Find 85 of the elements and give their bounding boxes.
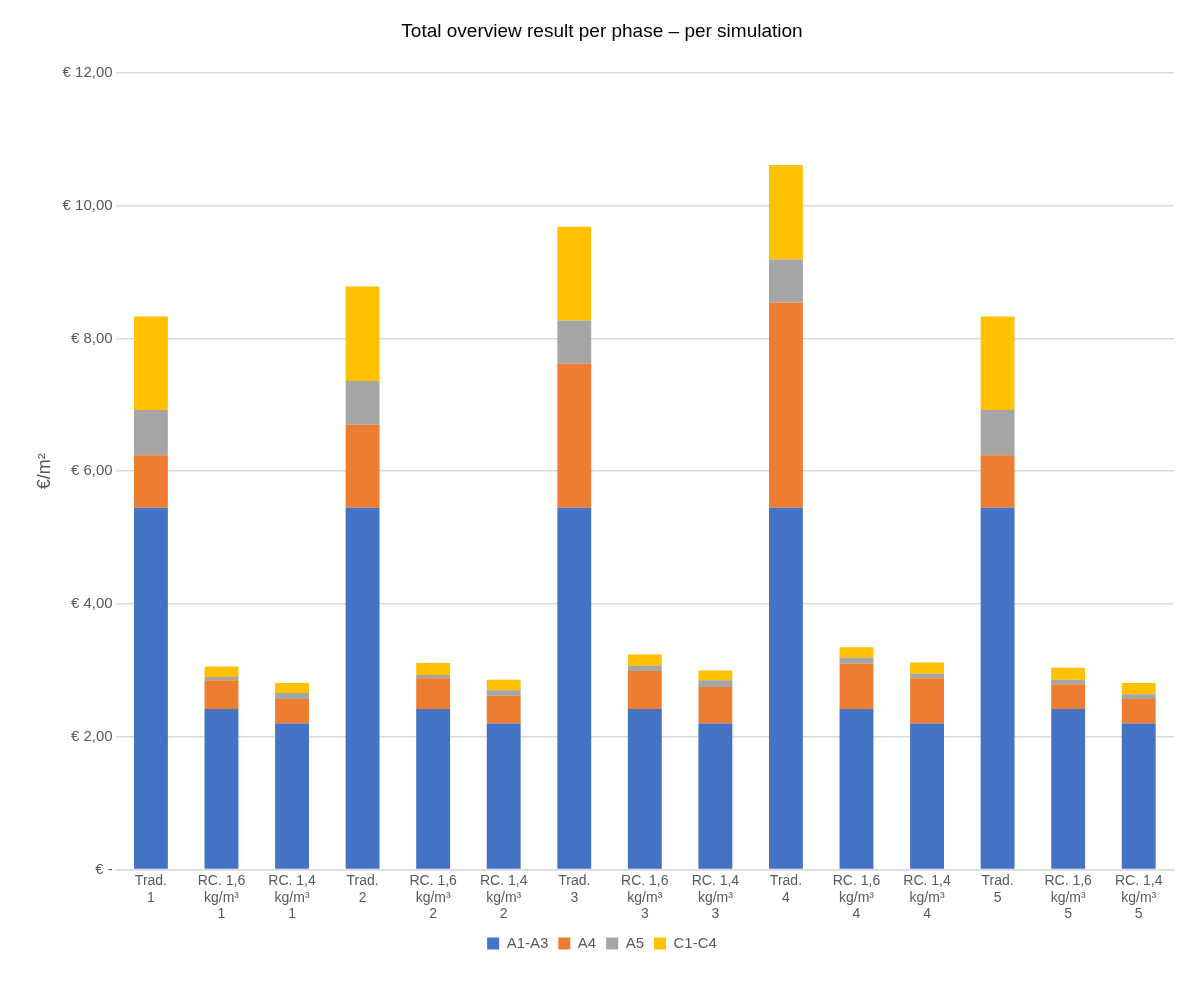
bar <box>133 410 168 456</box>
bar <box>769 259 803 303</box>
bar <box>345 286 380 381</box>
x-tick-label: RC. 1,6 kg/m³ 2 <box>409 871 458 922</box>
bar <box>698 680 733 687</box>
bar <box>1121 723 1156 869</box>
bar <box>980 507 1015 869</box>
bar <box>416 678 451 709</box>
legend-label: C1-C4 <box>673 933 717 951</box>
bar <box>980 455 1015 508</box>
bar <box>1051 684 1086 709</box>
bar <box>839 708 874 869</box>
bar <box>275 692 309 699</box>
bar <box>345 380 380 425</box>
bar <box>910 678 944 724</box>
x-tick-label: RC. 1,6 kg/m³ 1 <box>197 871 246 922</box>
bar <box>769 507 803 869</box>
bar <box>416 663 451 676</box>
x-tick-label: RC. 1,4 kg/m³ 4 <box>903 871 951 922</box>
x-tick-label: RC. 1,4 kg/m³ 2 <box>479 871 528 922</box>
bar <box>204 680 239 709</box>
bar <box>486 679 521 691</box>
bar <box>769 165 803 260</box>
bar <box>627 665 662 672</box>
bar <box>698 670 733 681</box>
x-tick-label: RC. 1,6 kg/m³ 4 <box>832 871 881 922</box>
bar <box>839 647 874 658</box>
x-tick-label: Trad. 2 <box>346 871 379 905</box>
legend-label: A1-A3 <box>506 933 549 951</box>
y-tick-label: € 4,00 <box>70 594 113 612</box>
chart-title: Total overview result per phase – per simulation <box>401 19 803 41</box>
bar <box>910 723 944 869</box>
y-tick-label: € 2,00 <box>70 726 113 744</box>
bar <box>133 507 168 869</box>
bar <box>275 683 309 693</box>
bar <box>980 410 1015 456</box>
bar <box>698 687 733 724</box>
bar <box>133 455 168 508</box>
bar <box>345 424 380 508</box>
bar <box>1121 694 1156 699</box>
legend-label: A5 <box>625 933 645 951</box>
bar <box>1121 683 1156 695</box>
bar <box>1121 698 1156 724</box>
bar <box>910 662 944 674</box>
bar <box>557 363 592 508</box>
x-tick-label: RC. 1,4 kg/m³ 3 <box>691 871 740 922</box>
x-tick-label: RC. 1,6 kg/m³ 3 <box>621 871 669 922</box>
bar <box>557 226 592 321</box>
bar <box>627 671 662 709</box>
bar <box>275 698 309 724</box>
bar <box>486 723 521 869</box>
y-axis-title: €/m² <box>33 453 54 490</box>
bar <box>769 302 803 508</box>
bar <box>133 316 168 411</box>
y-tick-label: € - <box>95 859 113 877</box>
bar <box>839 657 874 664</box>
bar <box>980 316 1015 411</box>
bar <box>839 663 874 709</box>
bar <box>275 723 309 869</box>
y-tick-label: € 8,00 <box>70 328 113 346</box>
bar <box>486 690 521 696</box>
y-tick-label: € 12,00 <box>62 62 113 80</box>
x-tick-label: Trad. 4 <box>769 871 803 905</box>
x-tick-label: Trad. 5 <box>981 871 1014 905</box>
bar <box>204 708 239 869</box>
y-tick-label: € 6,00 <box>70 461 113 479</box>
x-tick-label: Trad. 3 <box>558 871 591 905</box>
x-tick-label: RC. 1,6 kg/m³ 5 <box>1044 871 1093 922</box>
bar <box>627 654 662 666</box>
bar <box>416 708 451 869</box>
y-tick-label: € 10,00 <box>62 195 113 213</box>
x-tick-label: RC. 1,4 kg/m³ 1 <box>268 871 316 922</box>
bar <box>627 708 662 869</box>
bar <box>416 675 451 679</box>
x-tick-label: Trad. 1 <box>134 871 167 905</box>
bar <box>345 507 380 869</box>
bar <box>486 695 521 724</box>
bar <box>1051 667 1086 680</box>
bar <box>557 507 592 869</box>
x-tick-label: RC. 1,4 kg/m³ 5 <box>1114 871 1163 922</box>
bar <box>557 320 592 364</box>
bar <box>1051 708 1086 869</box>
legend-label: A4 <box>577 933 597 951</box>
bar <box>698 723 733 869</box>
bar <box>204 666 239 678</box>
